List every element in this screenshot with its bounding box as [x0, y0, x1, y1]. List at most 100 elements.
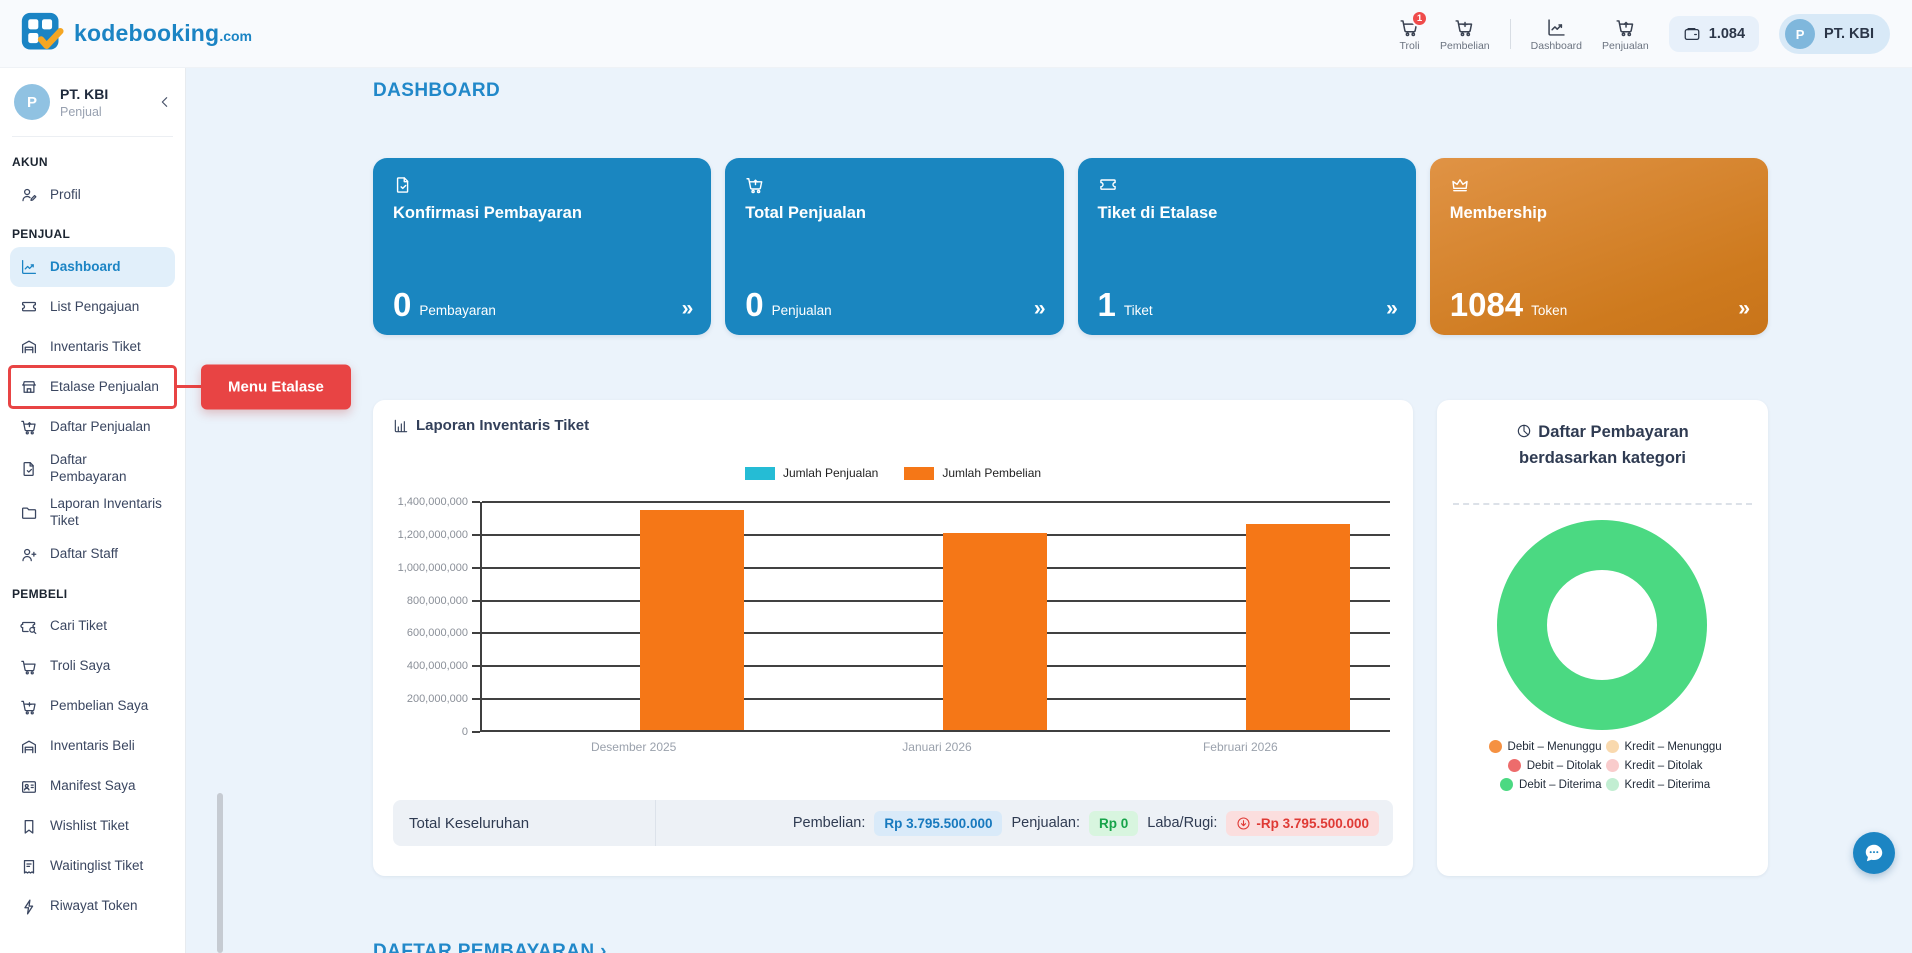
x-axis-label: Desember 2025 — [590, 740, 677, 754]
header-nav-troli[interactable]: 1 Troli — [1399, 9, 1429, 52]
stat-card-unit: Penjualan — [771, 303, 832, 318]
header-nav-pembelian[interactable]: Pembelian — [1440, 17, 1490, 52]
payment-category-card: Daftar Pembayaran berdasarkan kategori D… — [1437, 400, 1768, 876]
daftar-pembayaran-link[interactable]: DAFTAR PEMBAYARAN › — [373, 941, 607, 953]
double-chevron-icon: » — [1738, 297, 1750, 320]
chat-icon — [1863, 842, 1885, 864]
stat-card-value: 0 — [393, 286, 412, 323]
cart-up-icon — [1615, 17, 1636, 38]
sidebar-item-label: List Pengajuan — [50, 298, 140, 314]
stat-card-value: 1084 — [1449, 286, 1524, 323]
stat-card-total-penjualan[interactable]: Total Penjualan 0 Penjualan » — [725, 158, 1064, 335]
gridline — [482, 599, 1390, 602]
totals-row: Total Keseluruhan Pembelian: Rp 3.795.50… — [393, 800, 1393, 846]
sidebar-item-label: Daftar Pembayaran — [50, 452, 127, 484]
account-menu[interactable]: P PT. KBI — [1779, 14, 1890, 54]
y-tick-mark — [472, 566, 480, 569]
sidebar-item-inventaris-tiket[interactable]: Inventaris Tiket — [10, 327, 175, 367]
header-nav-dashboard[interactable]: Dashboard — [1531, 17, 1582, 52]
avatar: P — [1785, 19, 1816, 49]
sidebar-item-daftar-penjualan[interactable]: Daftar Penjualan — [10, 407, 175, 447]
sidebar-profile: P PT. KBI Penjual — [0, 68, 185, 134]
folder-icon — [20, 504, 38, 522]
stat-card-membership[interactable]: Membership 1084 Token » — [1429, 158, 1768, 335]
laba-rugi-badge: -Rp 3.795.500.000 — [1226, 810, 1379, 836]
dashed-divider — [1453, 503, 1752, 505]
penjualan-label: Penjualan: — [1011, 815, 1081, 831]
sidebar-scrollbar[interactable] — [217, 793, 223, 953]
sidebar-item-label: Waitinglist Tiket — [50, 858, 144, 874]
sidebar-item-label: Laporan Inventaris Tiket — [50, 495, 162, 528]
penjualan-total-badge: Rp 0 — [1089, 810, 1139, 836]
sidebar-item-cari-tiket[interactable]: Cari Tiket — [10, 607, 175, 647]
chart-title: Laporan Inventaris Tiket — [393, 417, 589, 434]
sidebar-item-inventaris-beli[interactable]: Inventaris Beli — [10, 727, 175, 767]
id-card-icon — [20, 778, 38, 796]
sidebar-item-riwayat-token[interactable]: Riwayat Token — [10, 887, 175, 927]
laba-rugi-label: Laba/Rugi: — [1147, 815, 1218, 831]
y-tick-mark — [472, 533, 480, 536]
legend-dot — [1605, 759, 1619, 772]
brand-tld: .com — [219, 27, 252, 44]
y-tick-label: 1,200,000,000 — [397, 528, 468, 541]
top-header: kodebooking.com 1 Troli Pembelian Dashbo… — [0, 0, 1912, 68]
sidebar-item-dashboard[interactable]: Dashboard — [10, 247, 175, 287]
double-chevron-icon: » — [1033, 297, 1046, 320]
sidebar-item-label: Troli Saya — [50, 658, 111, 674]
sidebar-item-troli-saya[interactable]: Troli Saya — [10, 647, 175, 687]
token-balance-value: 1.084 — [1708, 26, 1746, 42]
sidebar-item-profil[interactable]: Profil — [10, 175, 175, 215]
sidebar-item-pembelian-saya[interactable]: Pembelian Saya — [10, 687, 175, 727]
y-tick-mark — [472, 501, 480, 503]
bookmark-icon — [20, 818, 38, 836]
donut-legend-kredit-menunggu: Kredit – Menunggu — [1605, 740, 1763, 753]
sidebar-item-label: Pembelian Saya — [50, 698, 149, 714]
sidebar-item-label: Inventaris Tiket — [50, 338, 141, 354]
x-axis-label: Januari 2026 — [902, 740, 972, 754]
sidebar-item-list-pengajuan[interactable]: List Pengajuan — [10, 287, 175, 327]
legend-dot — [1605, 778, 1619, 791]
token-balance-pill[interactable]: 1.084 — [1668, 16, 1760, 52]
warehouse-icon — [20, 338, 38, 356]
menu-etalase-callout: Menu Etalase — [201, 364, 351, 410]
warehouse-icon — [20, 738, 38, 756]
user-plus-icon — [20, 546, 38, 564]
legend-item-jumlah-penjualan: Jumlah Penjualan — [744, 466, 878, 480]
legend-dot — [1605, 740, 1619, 753]
y-tick-label: 1,000,000,000 — [397, 561, 468, 574]
gridline — [482, 533, 1390, 536]
donut-legend-debit-diterima: Debit – Diterima — [1445, 778, 1602, 791]
sidebar-item-etalase-penjualan[interactable]: Etalase Penjualan Menu Etalase — [8, 364, 351, 410]
brand-logo[interactable]: kodebooking.com — [20, 11, 252, 55]
y-tick-mark — [472, 731, 480, 733]
chat-support-button[interactable] — [1853, 832, 1895, 874]
sidebar-item-manifest-saya[interactable]: Manifest Saya — [10, 767, 175, 807]
stat-card-tiket-di-etalase[interactable]: Tiket di Etalase 1 Tiket » — [1077, 158, 1416, 335]
y-tick-label: 400,000,000 — [406, 660, 468, 673]
chart-line-icon — [1546, 17, 1567, 38]
cart-plus-icon — [1454, 17, 1475, 38]
totals-divider — [655, 800, 656, 846]
stat-card-title: Tiket di Etalase — [1097, 204, 1218, 222]
user-edit-icon — [20, 186, 38, 204]
sidebar: P PT. KBI Penjual AKUN Profil PENJUAL Dashb… — [0, 68, 351, 953]
kodebooking-logo-icon — [21, 12, 64, 50]
sidebar-item-laporan-inventaris-tiket[interactable]: Laporan Inventaris Tiket — [10, 491, 175, 535]
cart-icon — [1399, 17, 1420, 38]
header-divider — [1509, 19, 1511, 49]
stat-card-value: 0 — [745, 286, 764, 323]
cart-up-icon — [745, 175, 1043, 200]
avatar: P — [14, 84, 50, 120]
sidebar-collapse-button[interactable] — [157, 94, 173, 110]
account-name: PT. KBI — [1824, 26, 1874, 42]
sidebar-item-wishlist-tiket[interactable]: Wishlist Tiket — [10, 807, 175, 847]
stat-cards-row: Konfirmasi Pembayaran 0 Pembayaran» Total P… — [373, 158, 1768, 335]
sidebar-item-daftar-pembayaran[interactable]: Daftar Pembayaran — [10, 447, 175, 491]
sidebar-item-daftar-staff[interactable]: Daftar Staff — [10, 535, 175, 575]
header-nav-penjualan[interactable]: Penjualan — [1602, 17, 1649, 52]
sidebar-item-waitinglist-tiket[interactable]: Waitinglist Tiket — [10, 847, 175, 887]
sidebar-item-label: Cari Tiket — [50, 618, 108, 634]
stat-card-konfirmasi-pembayaran[interactable]: Konfirmasi Pembayaran 0 Pembayaran » — [373, 158, 712, 335]
crown-icon — [1450, 175, 1748, 200]
